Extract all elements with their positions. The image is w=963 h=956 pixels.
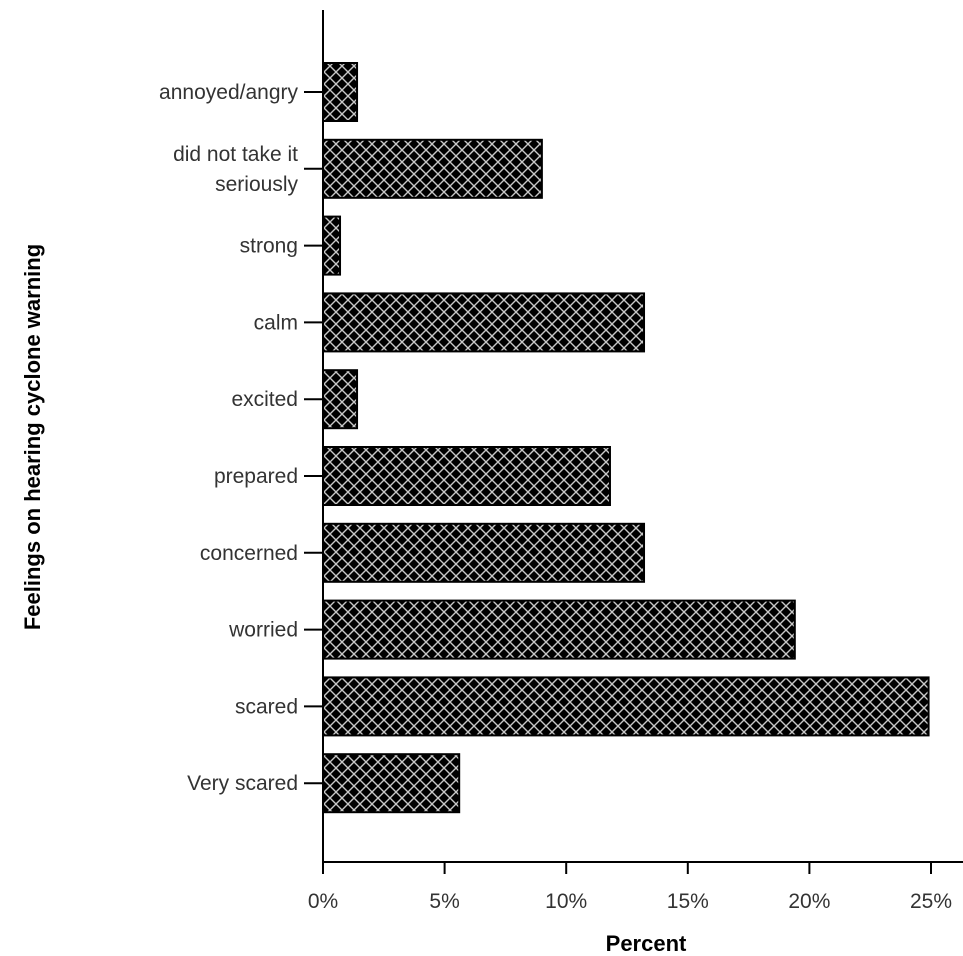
y-tick-label-line: excited (231, 388, 298, 411)
bar-3 (322, 292, 646, 353)
y-tick-label-7: worried (228, 619, 298, 642)
y-tick-label-5: prepared (214, 465, 298, 488)
bar-1 (322, 138, 543, 199)
y-tick-label-line: Very scared (187, 772, 298, 795)
y-tick-label-line: strong (240, 235, 298, 258)
y-tick-label-4: excited (231, 388, 298, 411)
y-tick-label-line: annoyed/angry (159, 81, 298, 104)
x-tick-label-1: 5% (429, 890, 459, 913)
y-axis-ticks: annoyed/angry did not take it seriously str… (159, 81, 323, 795)
y-tick-label-2: strong (240, 235, 298, 258)
x-tick-label-4: 20% (788, 890, 830, 913)
bar-4 (322, 369, 359, 430)
y-tick-label-3: calm (254, 311, 298, 334)
bars-group (322, 62, 930, 814)
y-tick-label-9: Very scared (187, 772, 298, 795)
y-tick-label-6: concerned (200, 542, 298, 565)
x-axis-title: Percent (606, 931, 687, 956)
y-axis-title: Feelings on hearing cyclone warning (20, 244, 45, 630)
y-tick-label-line: worried (228, 619, 298, 642)
bar-0 (322, 62, 359, 122)
y-tick-label-line: did not take it (173, 143, 298, 166)
x-tick-label-0: 0% (308, 890, 338, 913)
x-tick-label-2: 10% (545, 890, 587, 913)
x-axis-ticks: 0% 5% 10% 15% 20% 25% (308, 862, 952, 913)
y-tick-label-line: seriously (215, 173, 298, 196)
bar-7 (322, 599, 796, 660)
y-tick-label-1: did not take it seriously (173, 143, 298, 196)
x-tick-label-3: 15% (667, 890, 709, 913)
bar-5 (322, 446, 611, 506)
y-tick-label-8: scared (235, 695, 298, 718)
y-tick-label-line: prepared (214, 465, 298, 488)
y-tick-label-0: annoyed/angry (159, 81, 298, 104)
y-tick-label-line: calm (254, 311, 298, 334)
y-tick-label-line: scared (235, 695, 298, 718)
bar-8 (322, 676, 930, 737)
bar-6 (322, 522, 646, 583)
bar-9 (322, 753, 461, 814)
x-tick-label-5: 25% (910, 890, 952, 913)
y-tick-label-line: concerned (200, 542, 298, 565)
bar-2 (322, 215, 342, 276)
